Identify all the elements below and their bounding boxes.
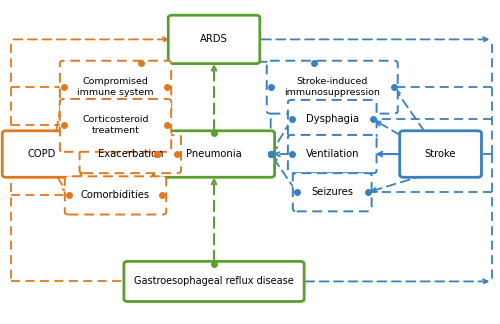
FancyBboxPatch shape xyxy=(80,135,181,173)
FancyBboxPatch shape xyxy=(154,131,274,177)
FancyBboxPatch shape xyxy=(2,131,81,177)
Text: Compromised
immune system: Compromised immune system xyxy=(78,77,154,97)
FancyBboxPatch shape xyxy=(60,61,171,114)
Text: Comorbidities: Comorbidities xyxy=(81,191,150,201)
Text: Corticosteroid
treatment: Corticosteroid treatment xyxy=(82,115,149,135)
Text: Gastroesophageal reflux disease: Gastroesophageal reflux disease xyxy=(134,276,294,286)
Text: Stroke: Stroke xyxy=(425,149,456,159)
Text: ARDS: ARDS xyxy=(200,34,228,44)
FancyBboxPatch shape xyxy=(124,261,304,301)
Text: Pneumonia: Pneumonia xyxy=(186,149,242,159)
Text: Seizures: Seizures xyxy=(311,187,353,197)
Text: COPD: COPD xyxy=(28,149,56,159)
FancyBboxPatch shape xyxy=(288,135,376,173)
FancyBboxPatch shape xyxy=(168,15,260,64)
Text: Exacerbation: Exacerbation xyxy=(98,149,163,159)
FancyBboxPatch shape xyxy=(266,61,398,114)
Text: Ventilation: Ventilation xyxy=(306,149,359,159)
FancyBboxPatch shape xyxy=(60,99,171,152)
Text: Dysphagia: Dysphagia xyxy=(306,114,358,124)
FancyBboxPatch shape xyxy=(400,131,481,177)
FancyBboxPatch shape xyxy=(65,176,166,214)
Text: Stroke-induced
immunosuppression: Stroke-induced immunosuppression xyxy=(284,77,380,97)
FancyBboxPatch shape xyxy=(288,100,376,138)
FancyBboxPatch shape xyxy=(293,173,372,211)
